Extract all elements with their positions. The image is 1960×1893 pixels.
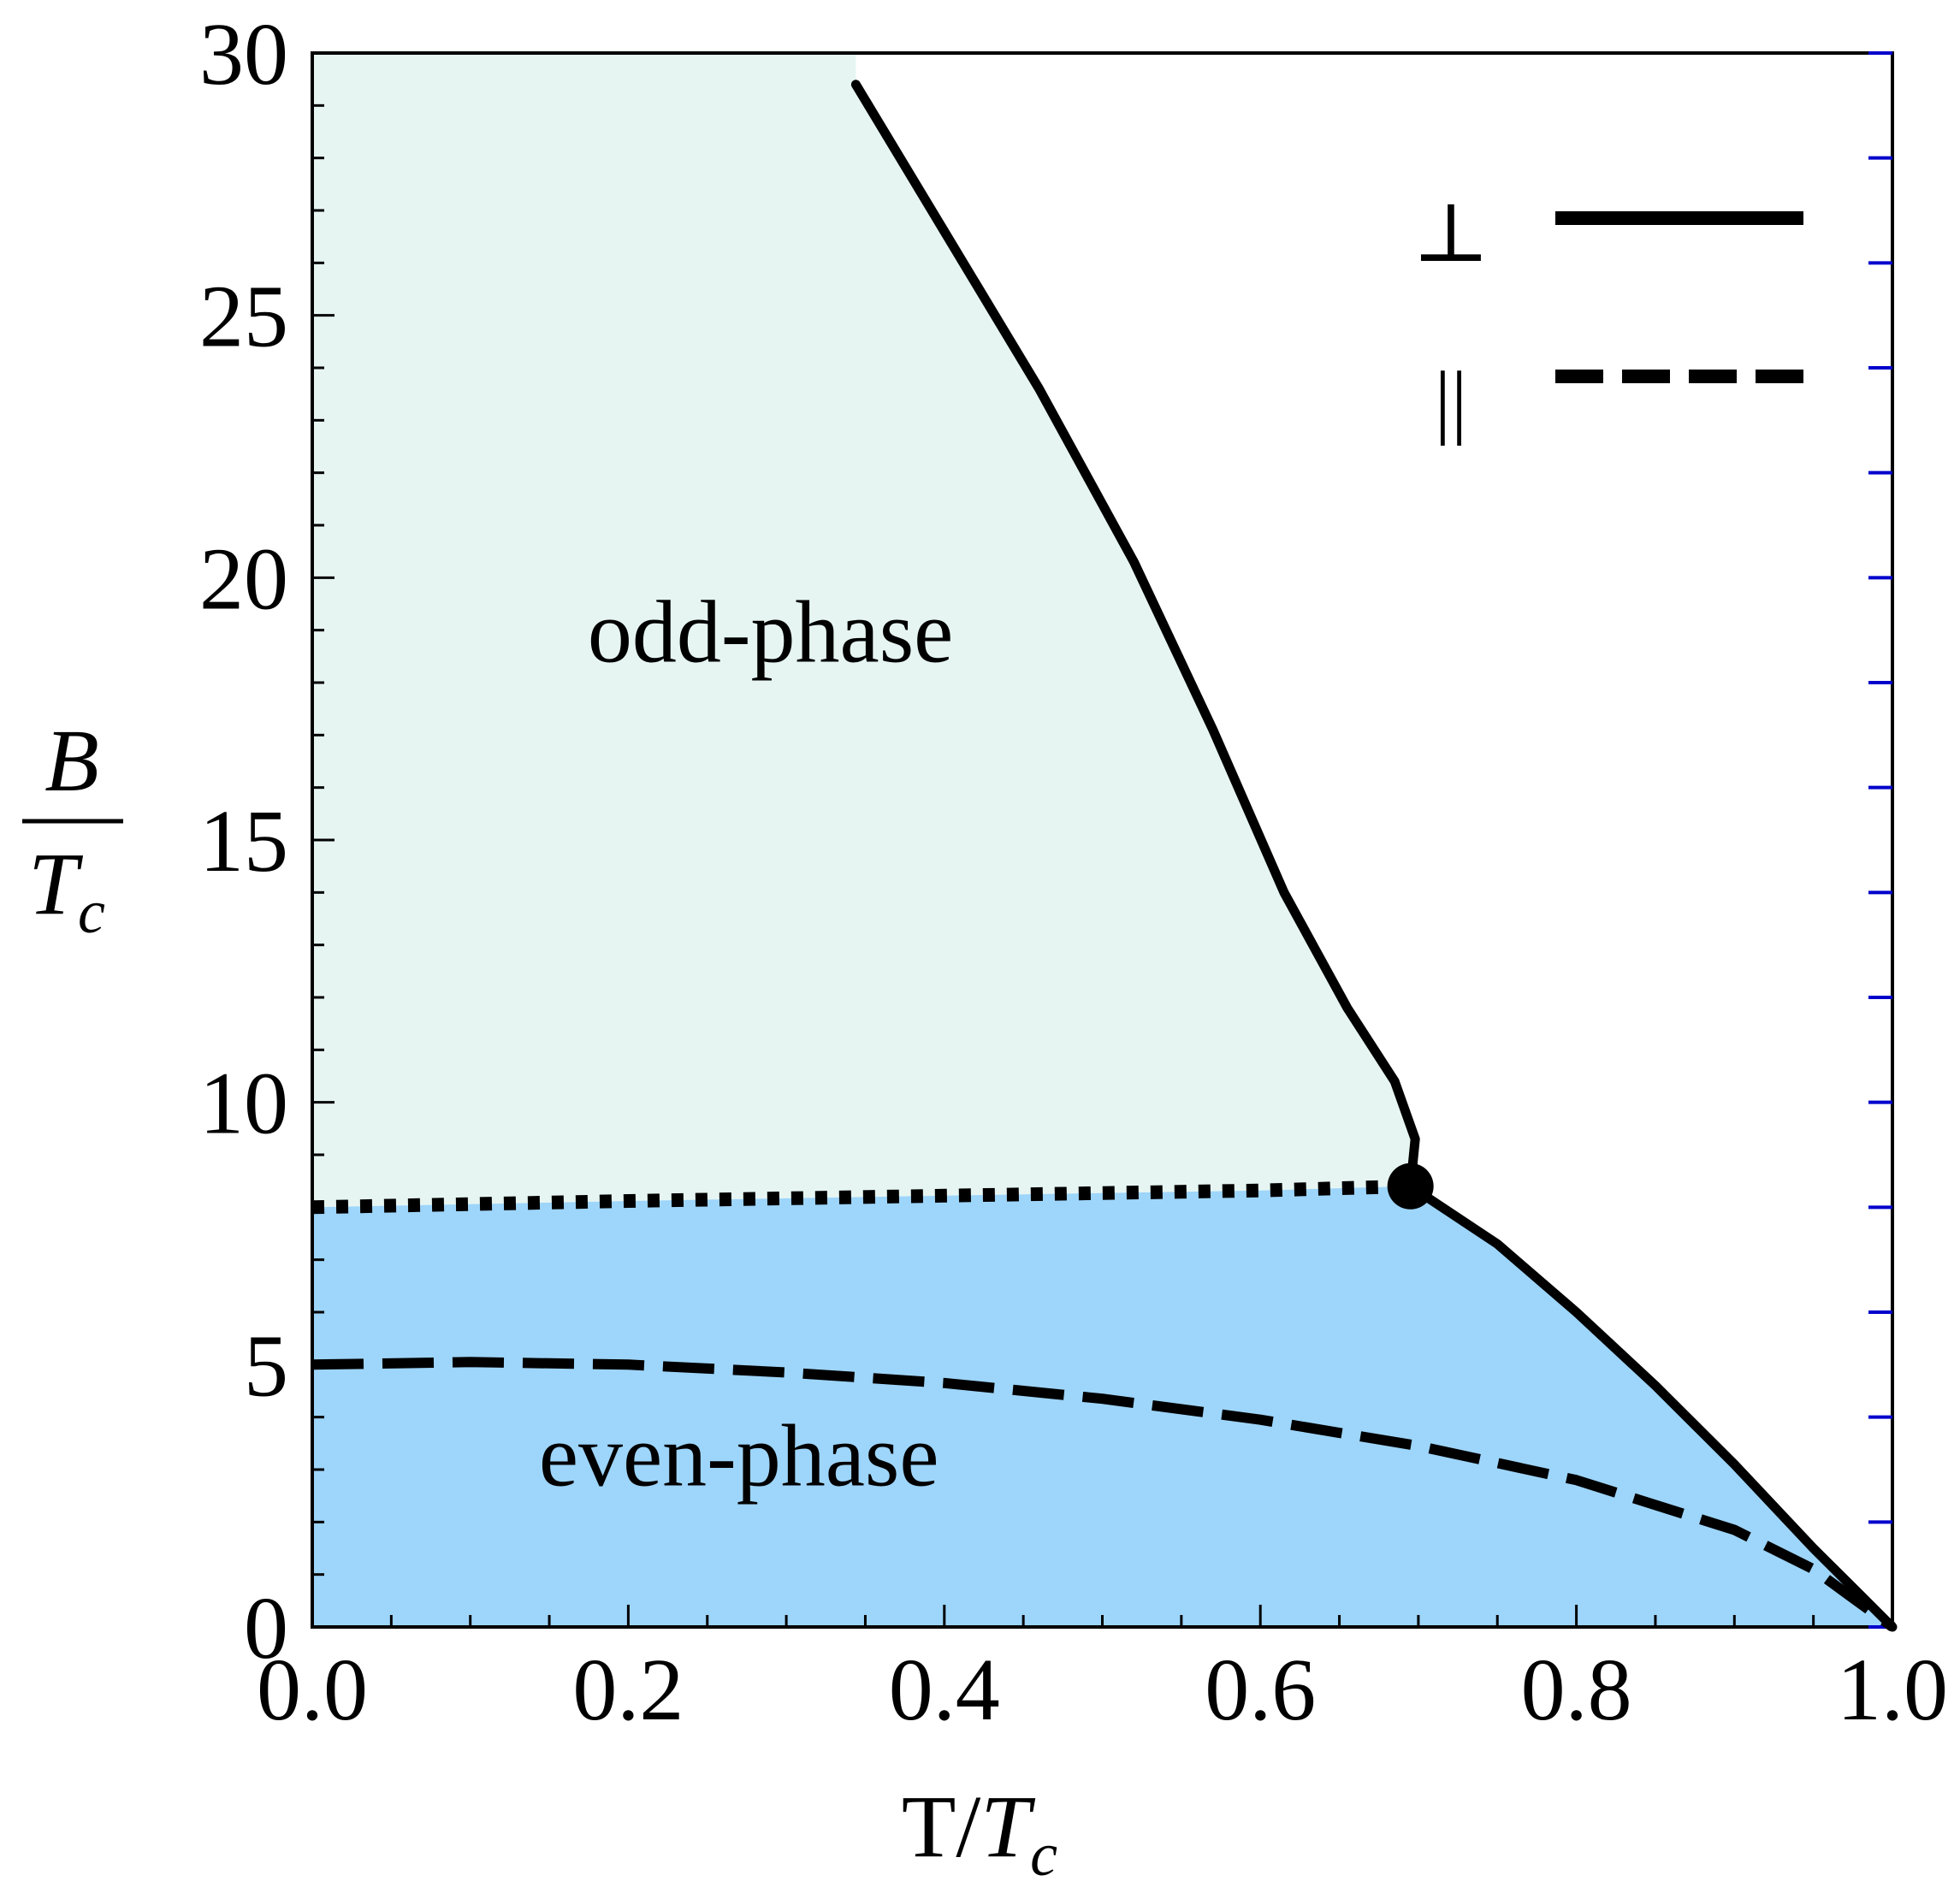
y-tick-label: 0	[244, 1579, 288, 1677]
y-tick-label: 20	[199, 529, 288, 628]
phase-regions	[312, 53, 1892, 1627]
series-solid-1	[1406, 1181, 1898, 1632]
series-solid-0	[850, 80, 1420, 1192]
odd-phase-label: odd-phase	[588, 583, 953, 681]
y-tick-label: 10	[199, 1055, 288, 1153]
x-tick-label: 0.4	[889, 1641, 1000, 1739]
legend: ⊥ ||	[1412, 187, 1803, 446]
y-tick-label: 25	[199, 268, 288, 366]
data-series	[311, 80, 1898, 1632]
legend-parallel-symbol: ||	[1435, 354, 1467, 446]
even-phase-label: even-phase	[539, 1406, 939, 1505]
legend-perpendicular-symbol: ⊥	[1412, 187, 1489, 279]
x-tick-label: 0.0	[257, 1641, 368, 1739]
series-dotted-2	[311, 1179, 1411, 1215]
y-tick-label: 15	[199, 792, 288, 890]
odd-phase-region	[312, 53, 1416, 1208]
x-tick-label: 0.6	[1205, 1641, 1316, 1739]
y-label-numerator: B	[44, 712, 99, 810]
x-tick-label: 0.8	[1521, 1641, 1632, 1739]
tick-labels: 0.0 0.2 0.4 0.6 0.8 1.0 0 5 10 15 20 25 30	[199, 5, 1948, 1739]
series-dashed-3	[311, 1357, 1896, 1631]
y-tick-label: 5	[244, 1316, 288, 1415]
even-phase-region	[312, 1186, 1892, 1627]
critical-point-marker	[1387, 1162, 1434, 1210]
y-axis-label: B Tc	[22, 712, 123, 946]
x-tick-label: 0.2	[572, 1641, 684, 1739]
x-axis-label: T/Tc	[902, 1778, 1057, 1889]
x-tick-label: 1.0	[1837, 1641, 1948, 1739]
y-label-denominator: Tc	[28, 835, 105, 946]
y-tick-label: 30	[199, 5, 288, 104]
